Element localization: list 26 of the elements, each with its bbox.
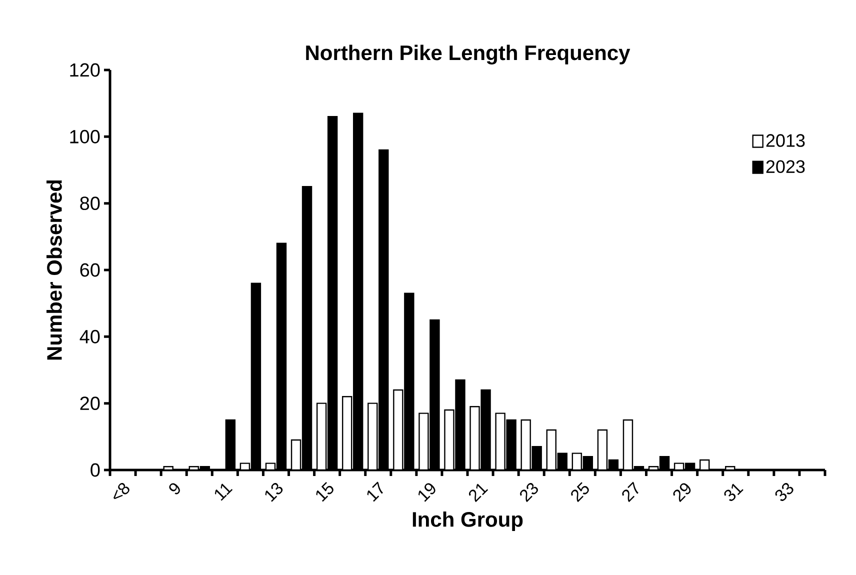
y-tick-label: 0 bbox=[90, 463, 100, 477]
x-axis-title: Inch Group bbox=[412, 511, 523, 532]
x-tick-label: 17 bbox=[367, 482, 383, 502]
legend-label: 2013 bbox=[766, 134, 805, 147]
x-tick-label: 11 bbox=[214, 484, 233, 501]
x-tick-label: 33 bbox=[775, 483, 794, 501]
x-tick-label: 13 bbox=[265, 483, 283, 502]
x-tick-label: 9 bbox=[169, 483, 180, 494]
x-tick-label: 25 bbox=[571, 482, 589, 502]
x-tick-label: 21 bbox=[468, 484, 488, 502]
y-tick-label: 100 bbox=[70, 130, 100, 144]
x-tick-label: 31 bbox=[724, 484, 744, 501]
x-tick-label: 29 bbox=[673, 483, 691, 502]
y-tick-label: 20 bbox=[80, 396, 100, 410]
x-tick-label: <8 bbox=[113, 482, 130, 500]
y-tick-label: 80 bbox=[80, 196, 100, 210]
legend-label: 2023 bbox=[766, 160, 805, 173]
y-tick-label: 60 bbox=[80, 263, 100, 277]
x-tick-label: 23 bbox=[520, 483, 538, 502]
x-tick-label: 15 bbox=[316, 482, 334, 502]
y-tick-label: 120 bbox=[70, 63, 100, 77]
chart-title: Northern Pike Length Frequency bbox=[306, 44, 630, 64]
x-tick-label: 27 bbox=[622, 482, 638, 502]
y-tick-label: 40 bbox=[80, 330, 100, 344]
y-axis-title: Number Observed bbox=[46, 180, 62, 360]
x-tick-label: 19 bbox=[418, 483, 436, 502]
